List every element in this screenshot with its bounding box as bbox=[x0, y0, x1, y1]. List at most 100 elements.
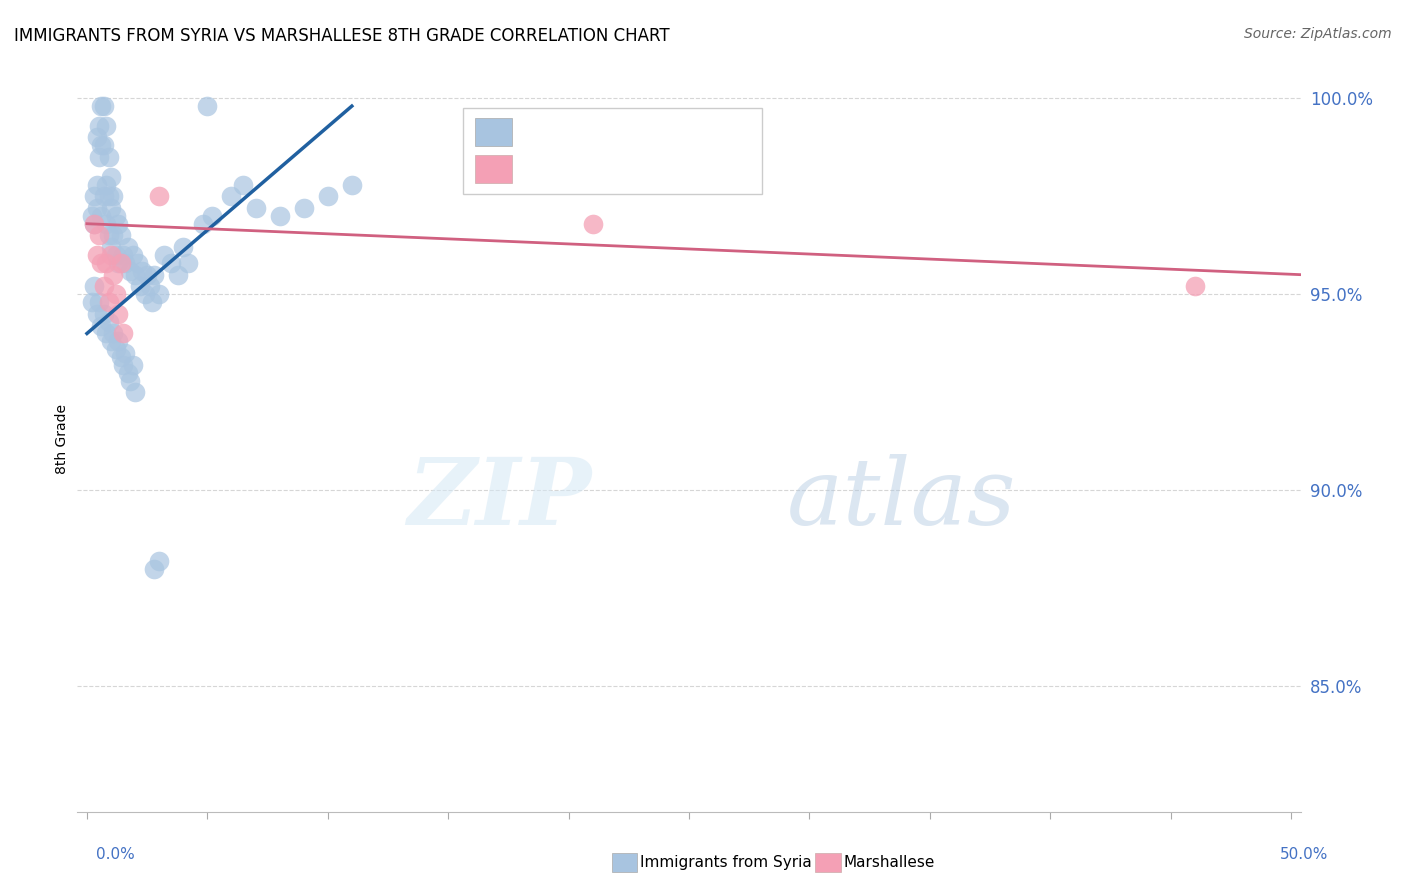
Point bbox=[100, 169, 122, 184]
Point bbox=[110, 350, 132, 364]
Point bbox=[93, 99, 115, 113]
Point bbox=[103, 268, 125, 282]
FancyBboxPatch shape bbox=[475, 155, 512, 183]
Point bbox=[83, 189, 105, 203]
Point bbox=[96, 326, 118, 341]
Point bbox=[90, 99, 112, 113]
Point bbox=[103, 228, 125, 243]
Point bbox=[104, 342, 127, 356]
Point bbox=[195, 99, 218, 113]
Point bbox=[104, 287, 127, 301]
Point bbox=[134, 287, 156, 301]
Point bbox=[112, 248, 135, 262]
Point bbox=[103, 189, 125, 203]
Point bbox=[87, 295, 110, 310]
Text: 0.0%: 0.0% bbox=[96, 847, 135, 862]
Point bbox=[87, 228, 110, 243]
Point bbox=[153, 248, 176, 262]
Point bbox=[120, 264, 142, 278]
Point bbox=[96, 217, 118, 231]
Point bbox=[90, 138, 112, 153]
Point bbox=[245, 201, 267, 215]
Point bbox=[107, 217, 129, 231]
Point bbox=[80, 209, 103, 223]
Point bbox=[232, 178, 254, 192]
Point bbox=[112, 326, 135, 341]
Point bbox=[136, 268, 159, 282]
Point bbox=[117, 240, 139, 254]
Point bbox=[97, 189, 120, 203]
Point bbox=[87, 150, 110, 164]
Point bbox=[96, 119, 118, 133]
Point bbox=[131, 264, 153, 278]
Point bbox=[103, 326, 125, 341]
Point bbox=[107, 307, 129, 321]
Point bbox=[107, 334, 129, 349]
Point bbox=[112, 358, 135, 372]
Point bbox=[90, 318, 112, 333]
Point bbox=[100, 248, 122, 262]
Point bbox=[221, 189, 243, 203]
Point bbox=[148, 287, 170, 301]
Point bbox=[86, 307, 108, 321]
Point bbox=[83, 279, 105, 293]
Text: R =: R = bbox=[526, 123, 565, 141]
Point bbox=[124, 268, 146, 282]
Point bbox=[177, 256, 200, 270]
Point bbox=[121, 248, 143, 262]
Point bbox=[87, 119, 110, 133]
Point bbox=[160, 256, 183, 270]
Text: IMMIGRANTS FROM SYRIA VS MARSHALLESE 8TH GRADE CORRELATION CHART: IMMIGRANTS FROM SYRIA VS MARSHALLESE 8TH… bbox=[14, 27, 669, 45]
Point bbox=[97, 315, 120, 329]
Point bbox=[129, 279, 152, 293]
Point bbox=[80, 295, 103, 310]
Text: N =: N = bbox=[652, 160, 692, 178]
Point bbox=[127, 256, 149, 270]
Point bbox=[120, 374, 142, 388]
Point bbox=[93, 279, 115, 293]
Point bbox=[93, 138, 115, 153]
Text: Marshallese: Marshallese bbox=[844, 855, 935, 870]
Point bbox=[86, 201, 108, 215]
Point bbox=[97, 295, 120, 310]
Point bbox=[107, 256, 129, 270]
FancyBboxPatch shape bbox=[475, 118, 512, 146]
Point bbox=[93, 189, 115, 203]
Y-axis label: 8th Grade: 8th Grade bbox=[55, 404, 69, 475]
Point bbox=[83, 217, 105, 231]
Text: atlas: atlas bbox=[787, 454, 1017, 544]
Point bbox=[100, 240, 122, 254]
Text: 50.0%: 50.0% bbox=[1281, 847, 1329, 862]
Point bbox=[201, 209, 224, 223]
Point bbox=[90, 256, 112, 270]
Point bbox=[86, 248, 108, 262]
Point bbox=[83, 217, 105, 231]
Point bbox=[90, 209, 112, 223]
Point bbox=[96, 256, 118, 270]
Text: 60: 60 bbox=[699, 123, 724, 141]
Point bbox=[97, 228, 120, 243]
Point bbox=[141, 295, 163, 310]
Text: Immigrants from Syria: Immigrants from Syria bbox=[640, 855, 811, 870]
Point bbox=[110, 228, 132, 243]
Point bbox=[138, 279, 160, 293]
Point bbox=[117, 366, 139, 380]
Point bbox=[172, 240, 194, 254]
Point bbox=[121, 358, 143, 372]
Point bbox=[269, 209, 291, 223]
Point bbox=[100, 201, 122, 215]
Point bbox=[191, 217, 214, 231]
Point bbox=[124, 385, 146, 400]
Point bbox=[143, 562, 166, 576]
Point bbox=[143, 268, 166, 282]
Point bbox=[96, 178, 118, 192]
Text: 0.367: 0.367 bbox=[572, 123, 630, 141]
Point bbox=[100, 334, 122, 349]
Point bbox=[292, 201, 315, 215]
Text: ZIP: ZIP bbox=[406, 454, 591, 544]
Text: Source: ZipAtlas.com: Source: ZipAtlas.com bbox=[1244, 27, 1392, 41]
Point bbox=[148, 189, 170, 203]
Point bbox=[86, 130, 108, 145]
Point bbox=[97, 150, 120, 164]
Text: N =: N = bbox=[640, 123, 692, 141]
